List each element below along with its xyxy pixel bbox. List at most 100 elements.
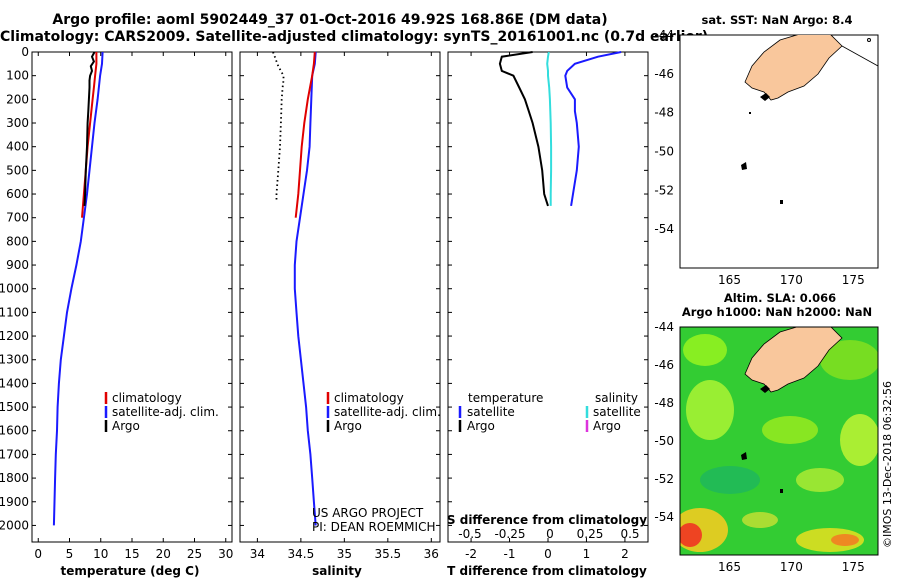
s-tick-label: -0.25 [494,527,525,541]
y-tick-label: 100 [6,69,29,83]
y-tick-label: 1400 [0,376,29,390]
sst-island [741,162,747,170]
y-tick-label: 900 [6,258,29,272]
y-tick-label: 300 [6,116,29,130]
sla-y-tick-label: -54 [654,510,674,524]
legend-s-argo-label: Argo [593,419,621,433]
y-tick-label: 200 [6,92,29,106]
title-line-1: Argo profile: aoml 5902449_37 01-Oct-201… [52,12,608,28]
y-tick-label: 1600 [0,424,29,438]
sla-x-tick-label: 170 [780,560,803,574]
y-tick-label: 1100 [0,305,29,319]
sla-map-title: Altim. SLA: 0.066 [724,291,836,305]
series-layer [52,51,622,526]
legend-s-satellite-label: satellite [593,405,641,419]
y-tick-label: 500 [6,163,29,177]
y-tick-label: 700 [6,211,29,225]
difference-panel-frame [447,51,649,543]
title-line-2: Climatology: CARS2009. Satellite-adjuste… [0,29,709,45]
sla-patch [680,523,702,547]
sla-island [741,452,747,460]
sla-patch [742,512,778,528]
difference-legend: temperature satellite Argo salinity sate… [458,391,641,433]
sst-island [760,93,770,101]
sst-map: sat. SST: NaN Argo: 8.4 [679,13,879,269]
credit-pi: PI: DEAN ROEMMICH [312,520,435,534]
tick-layer: 0 5 10 15 20 25 300100200300400500600700800900… [0,28,865,574]
sst-island [867,38,871,42]
sst-y-tick-label: -52 [654,183,674,197]
salinity-panel-frame [239,51,441,543]
imos-credit: ©IMOS 13-Dec-2018 06:32:56 [881,381,894,548]
y-tick-label: 1800 [0,471,29,485]
salinity-climatology-line [294,51,316,218]
x-tick-label: 0 [544,547,552,561]
sst-y-tick-label: -54 [654,222,674,236]
y-tick-label: 0 [21,45,29,59]
y-tick-label: 1000 [0,282,29,296]
temperature-satellite-line [52,51,104,526]
x-tick-label: 2 [621,547,629,561]
sst-y-tick-label: -48 [654,106,674,120]
legend-climatology-label: climatology [334,391,404,405]
y-tick-label: 800 [6,234,29,248]
difference-xlabel: T difference from climatology [447,564,647,578]
legend-temperature-title: temperature [468,391,543,405]
y-tick-label: 1700 [0,447,29,461]
sla-island [780,489,783,493]
sla-patch [796,468,844,492]
sst-y-tick-label: -46 [654,67,674,81]
x-tick-label: 1 [583,547,591,561]
salinity-xlabel: salinity [312,564,362,578]
salinity-satellite-line [293,51,317,526]
x-tick-label: 34 [250,547,265,561]
sst-x-tick-label: 165 [718,273,741,287]
legend-satellite-label: satellite-adj. clim. [334,405,441,419]
x-tick-label: 5 [66,547,74,561]
y-tick-label: 400 [6,140,29,154]
x-tick-label: 35.5 [374,547,401,561]
sla-x-tick-label: 175 [842,560,865,574]
legend-satellite-label: satellite-adj. clim. [112,405,219,419]
s-tick-label: -0.5 [458,527,481,541]
temperature-argo-line [83,51,96,206]
sla-patch [831,534,859,546]
sla-y-tick-label: -50 [654,434,674,448]
difference-t-argo-line [498,51,549,207]
sst-y-tick-label: -50 [654,145,674,159]
legend-t-satellite-label: satellite [467,405,515,419]
x-tick-label: 34.5 [288,547,315,561]
temperature-legend: climatology satellite-adj. clim. Argo [104,391,219,433]
sla-map-subtitle: Argo h1000: NaN h2000: NaN [682,305,872,319]
x-tick-label: 0 [34,547,42,561]
sla-island [760,385,770,393]
sla-y-tick-label: -44 [654,320,674,334]
x-tick-label: 10 [93,547,108,561]
x-tick-label: 25 [187,547,202,561]
sla-patch [796,528,864,552]
s-tick-label: 0 [546,527,554,541]
legend-argo-label: Argo [334,419,362,433]
x-tick-label: 30 [218,547,233,561]
sst-coastline [841,45,878,67]
legend-argo-label: Argo [112,419,140,433]
sst-map-title: sat. SST: NaN Argo: 8.4 [701,13,852,27]
legend-salinity-title: salinity [595,391,638,405]
sla-x-tick-label: 165 [718,560,741,574]
s-tick-label: 0.5 [620,527,639,541]
sla-patch [840,414,878,466]
sst-y-tick-label: -44 [654,28,674,42]
temperature-xlabel: temperature (deg C) [61,564,200,578]
legend-t-argo-label: Argo [467,419,495,433]
sla-y-tick-label: -46 [654,358,674,372]
sla-map: Altim. SLA: 0.066 Argo h1000: NaN h2000:… [679,291,879,556]
y-tick-label: 1300 [0,353,29,367]
sla-y-tick-label: -48 [654,396,674,410]
s-difference-label: S difference from climatology [447,513,647,527]
difference-t-satellite-line [564,51,622,207]
x-tick-label: -2 [465,547,477,561]
sst-x-tick-label: 170 [780,273,803,287]
sla-map-frame [679,326,879,556]
temperature-panel-frame [31,51,233,543]
x-tick-label: 36 [424,547,439,561]
